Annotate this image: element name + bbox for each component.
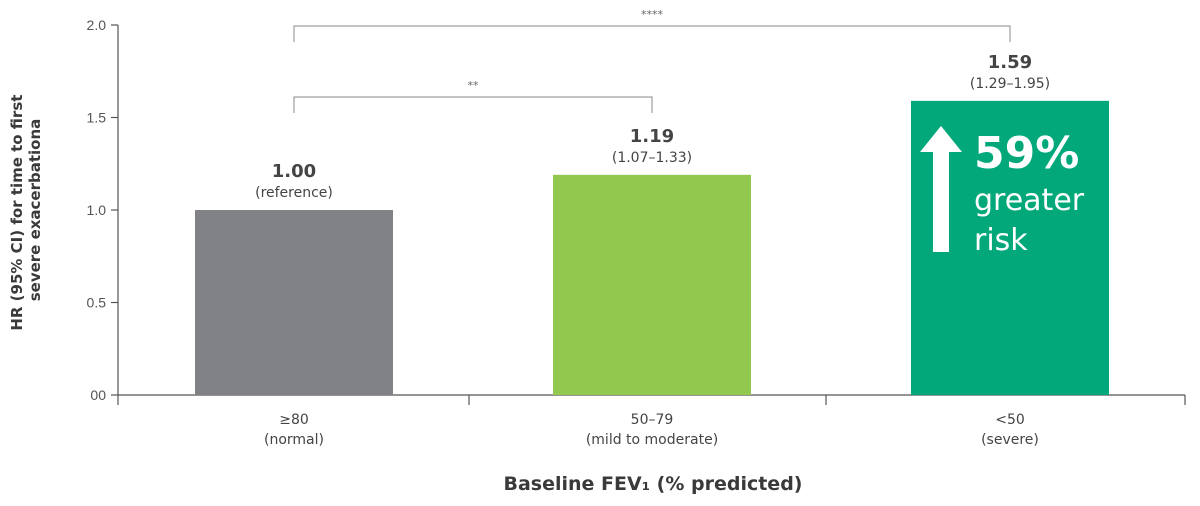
significance-label: **** — [641, 8, 664, 21]
bar — [553, 174, 751, 395]
bar-ci-label: (reference) — [255, 185, 333, 201]
significance-bracket — [293, 96, 653, 113]
risk-callout: 59% greater risk — [920, 126, 1085, 258]
y-tick-label: 1.5 — [87, 110, 107, 126]
axis-titles: HR (95% CI) for time to first severe exa… — [8, 89, 803, 495]
x-tick-label: <50 — [995, 412, 1025, 428]
significance-label: ** — [468, 79, 480, 92]
bar — [195, 210, 393, 395]
bar-value-label: 1.00 — [272, 161, 316, 182]
x-tick-sublabel: (normal) — [264, 432, 324, 448]
bar-labels: 1.00 (reference) 1.19 (1.07–1.33) 1.59 (1.29–… — [255, 52, 1050, 201]
x-axis: ≥80 (normal) 50–79 (mild to moderate) <50 (se… — [117, 394, 1186, 448]
x-tick-sublabel: (mild to moderate) — [586, 432, 718, 448]
y-tick-label: 1.0 — [87, 202, 107, 218]
x-tick-label: ≥80 — [279, 412, 309, 428]
callout-line2: risk — [974, 223, 1028, 258]
bar-value-label: 1.19 — [630, 126, 674, 147]
x-axis-title: Baseline FEV₁ (% predicted) — [504, 473, 803, 495]
callout-percent: 59% — [974, 128, 1079, 179]
significance-bracket — [293, 25, 1011, 42]
bar-ci-label: (1.07–1.33) — [612, 150, 692, 166]
up-arrow-icon — [920, 126, 962, 252]
y-tick-label: 00 — [90, 387, 106, 403]
x-tick-sublabel: (severe) — [981, 432, 1039, 448]
significance-brackets: ****** — [293, 8, 1011, 113]
x-tick-label: 50–79 — [631, 412, 674, 428]
bar-value-label: 1.59 — [988, 52, 1032, 73]
bar-ci-label: (1.29–1.95) — [970, 76, 1050, 92]
callout-line1: greater — [974, 183, 1085, 218]
y-axis: 00 0.5 1.0 1.5 2.0 — [87, 17, 119, 403]
y-tick-label: 2.0 — [87, 17, 107, 33]
y-tick-label: 0.5 — [87, 295, 107, 311]
y-axis-title: HR (95% CI) for time to first severe exa… — [8, 89, 44, 330]
